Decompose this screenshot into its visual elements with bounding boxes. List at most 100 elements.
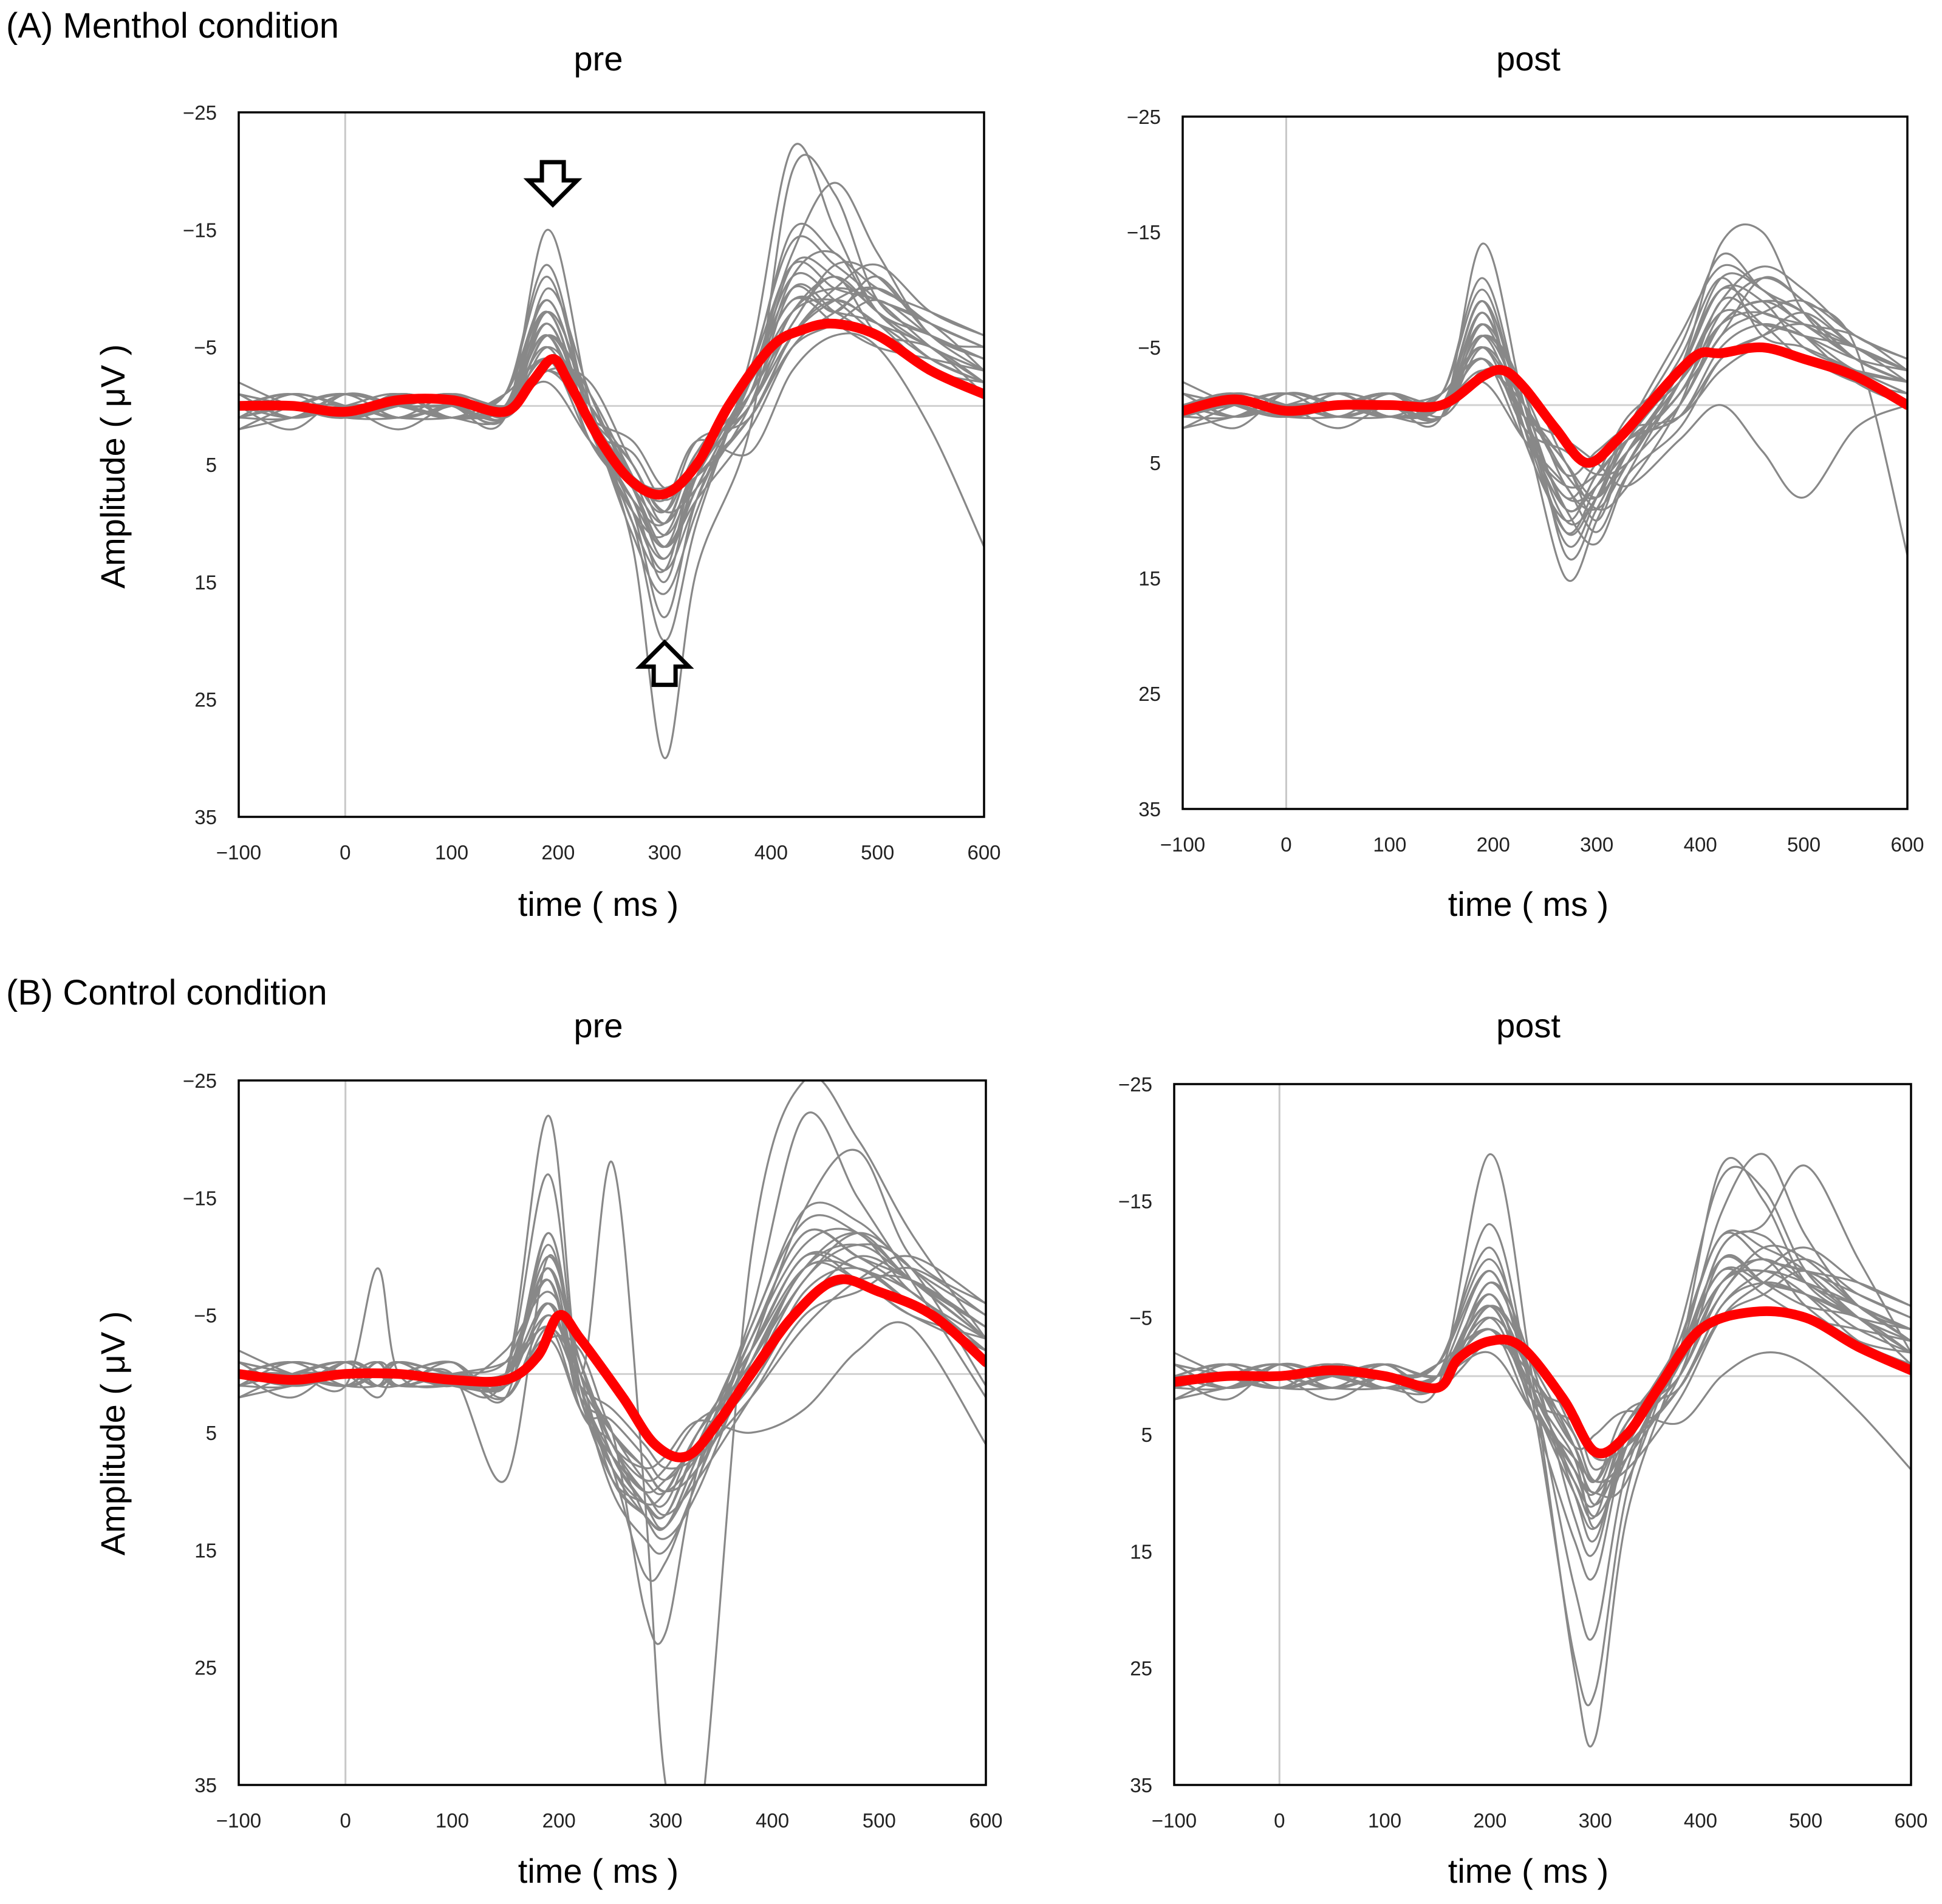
plot-frame	[238, 1079, 987, 1786]
individual-trace-13	[239, 1227, 986, 1531]
x-tick-label: 200	[542, 1809, 576, 1832]
x-tick-label: 100	[435, 841, 468, 864]
chart-panel-control-post: post time ( ms ) −100 0 100 200 300 400 500 600…	[1118, 1006, 1928, 1890]
individual-trace-21	[1183, 312, 1907, 489]
y-tick-label: −15	[183, 219, 217, 241]
chart-panel-menthol-pre: pre Amplitude ( μV ) time ( ms ) −100 0 10…	[94, 39, 1001, 923]
individual-trace-10	[1183, 299, 1907, 476]
plot-frame	[238, 111, 985, 818]
x-tick-label: 0	[340, 1809, 351, 1832]
x-tick-label: 400	[1684, 1809, 1717, 1832]
plot-frame	[1173, 1083, 1912, 1786]
y-tick-label: −25	[1127, 106, 1161, 128]
x-tick-label: 200	[541, 841, 575, 864]
y-tick-label: 5	[1150, 452, 1161, 474]
y-tick-label: 25	[1130, 1657, 1152, 1680]
x-tick-label: 600	[1894, 1809, 1927, 1832]
y-tick-label: −15	[1127, 221, 1161, 244]
individual-trace-17	[239, 1228, 986, 1530]
y-tick-label: −5	[194, 1305, 217, 1327]
y-tick-label: −15	[183, 1187, 217, 1209]
panel-title: post	[1496, 1006, 1561, 1045]
individual-trace-3	[239, 1148, 986, 1582]
grand-average-line	[239, 1274, 986, 1462]
section-label-a: (A) Menthol condition	[6, 6, 339, 46]
y-tick-label: −5	[1129, 1307, 1152, 1329]
chart-panel-menthol-post: post time ( ms ) −100 0 100 200 300 400 500 600…	[1127, 39, 1924, 923]
y-tick-label: 5	[1141, 1424, 1152, 1446]
y-axis-label: Amplitude ( μV )	[94, 1311, 132, 1556]
x-tick-label: 500	[861, 841, 894, 864]
x-tick-label: 300	[1580, 833, 1613, 856]
y-tick-label: −5	[1138, 336, 1161, 359]
y-tick-label: 25	[194, 1657, 217, 1679]
x-tick-label: 500	[863, 1809, 896, 1832]
grand-average-line	[1174, 1306, 1911, 1459]
y-tick-label: 15	[194, 571, 217, 593]
x-tick-label: 500	[1789, 1809, 1822, 1832]
x-tick-label: 600	[969, 1809, 1002, 1832]
x-tick-label: 0	[1274, 1809, 1285, 1832]
x-axis-label: time ( ms )	[1448, 1852, 1609, 1890]
x-tick-label: 300	[648, 841, 682, 864]
panel-title: post	[1496, 39, 1561, 78]
x-tick-label: −100	[216, 841, 261, 864]
section-label-b: (B) Control condition	[6, 973, 327, 1012]
y-tick-label: 15	[1130, 1540, 1152, 1563]
individual-trace-19	[239, 1232, 986, 1520]
individual-trace-3	[239, 182, 984, 618]
arrow-down-icon	[523, 160, 583, 208]
y-tick-label: 5	[206, 454, 217, 476]
x-tick-label: −100	[1152, 1809, 1197, 1832]
plot-area	[1183, 223, 1907, 582]
x-axis-label: time ( ms )	[518, 1852, 679, 1890]
individual-trace-2	[1183, 223, 1907, 582]
individual-trace-21	[1174, 1270, 1911, 1494]
arrow-up-icon	[635, 639, 694, 688]
plot-frame	[1181, 115, 1909, 810]
grand-average-line	[239, 318, 984, 500]
y-tick-label: 25	[1138, 683, 1161, 705]
x-tick-label: 300	[649, 1809, 682, 1832]
y-tick-label: −25	[1118, 1073, 1152, 1096]
y-tick-label: 35	[194, 1774, 217, 1797]
x-axis-label: time ( ms )	[1448, 885, 1609, 923]
panel-title: pre	[574, 1006, 623, 1045]
x-tick-label: 200	[1477, 833, 1510, 856]
x-tick-label: 0	[340, 841, 350, 864]
y-tick-label: −25	[183, 1070, 217, 1092]
plot-area	[239, 143, 984, 759]
x-tick-label: 400	[756, 1809, 789, 1832]
y-tick-label: 15	[1138, 567, 1161, 590]
individual-trace-1	[239, 1080, 986, 1785]
individual-trace-1	[1174, 1153, 1911, 1748]
individual-trace-19	[1183, 276, 1907, 513]
x-tick-label: −100	[1160, 833, 1205, 856]
y-tick-label: −25	[183, 101, 217, 124]
x-tick-label: 0	[1280, 833, 1291, 856]
individual-trace-22	[1174, 1258, 1911, 1483]
x-tick-label: 600	[1890, 833, 1924, 856]
y-tick-label: 15	[194, 1539, 217, 1561]
y-tick-label: 35	[194, 806, 217, 828]
plot-area	[239, 1080, 986, 1785]
x-tick-label: 100	[1373, 833, 1406, 856]
y-tick-label: 35	[1130, 1774, 1152, 1797]
x-axis-label: time ( ms )	[518, 885, 679, 923]
y-tick-label: 5	[206, 1422, 217, 1444]
individual-trace-19	[1174, 1244, 1911, 1508]
y-tick-label: 35	[1138, 798, 1161, 821]
x-tick-label: 400	[754, 841, 788, 864]
x-tick-label: 400	[1684, 833, 1717, 856]
x-tick-label: 100	[1368, 1809, 1401, 1832]
chart-panel-control-pre: pre Amplitude ( μV ) time ( ms ) −100 0 10…	[94, 1006, 1003, 1890]
y-tick-label: −5	[194, 336, 217, 359]
x-tick-label: 100	[436, 1809, 469, 1832]
x-tick-label: −100	[216, 1809, 261, 1832]
panel-title: pre	[574, 39, 623, 78]
individual-trace-11	[239, 1252, 986, 1508]
individual-trace-18	[239, 1314, 986, 1470]
x-tick-label: 500	[1787, 833, 1821, 856]
plot-area	[1174, 1153, 1911, 1748]
